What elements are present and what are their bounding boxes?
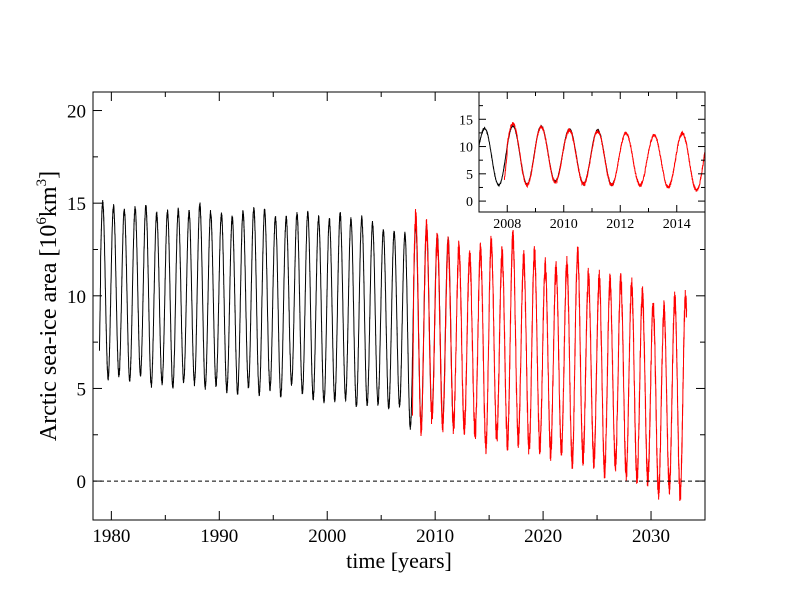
x-tick-label-2010: 2010 — [416, 526, 454, 547]
inset-y-tick-label-0: 0 — [466, 195, 473, 210]
series-line-predicted — [411, 208, 688, 501]
x-tick-label-1990: 1990 — [200, 526, 238, 547]
y-axis-label-unit: km — [36, 186, 62, 217]
main-series-group — [98, 200, 688, 501]
inset-x-tick-label-2010: 2010 — [550, 217, 578, 232]
inset-x-tick-label-2014: 2014 — [663, 217, 691, 232]
main-ticks: 1980 1990 2000 2010 2020 2030 0 5 10 15 20 — [67, 92, 706, 547]
inset-x-tick-label-2008: 2008 — [493, 217, 521, 232]
x-tick-label-2030: 2030 — [632, 526, 670, 547]
inset-x-tick-label-2012: 2012 — [606, 217, 634, 232]
series-line-observed — [98, 200, 456, 430]
inset-plot-frame — [478, 91, 706, 213]
x-tick-label-2000: 2000 — [308, 526, 346, 547]
inset-y-tick-label-5: 5 — [466, 168, 473, 183]
inset-series-group — [478, 122, 706, 192]
inset-plot: 2008 2010 2012 2014 0 5 10 15 — [459, 91, 706, 232]
inset-y-tick-label-10: 10 — [459, 141, 473, 156]
y-tick-label-20: 20 — [67, 102, 86, 123]
x-tick-label-2020: 2020 — [524, 526, 562, 547]
y-tick-label-15: 15 — [67, 194, 86, 215]
y-axis-label-exponent-1: 6 — [34, 217, 50, 225]
x-tick-label-1980: 1980 — [92, 526, 130, 547]
main-plot: 1980 1990 2000 2010 2020 2030 0 5 10 15 20 time [y… — [34, 91, 706, 573]
y-tick-label-0: 0 — [77, 472, 87, 493]
inset-y-tick-label-15: 15 — [459, 113, 473, 128]
inset-ticks: 2008 2010 2012 2014 0 5 10 15 — [459, 92, 706, 232]
x-axis-label: time [years] — [346, 548, 452, 573]
main-plot-frame — [92, 91, 706, 521]
y-tick-label-10: 10 — [67, 287, 86, 308]
y-axis-label-base: Arctic sea-ice area [10 — [36, 225, 62, 442]
y-axis-label-exponent-2: 3 — [34, 179, 50, 187]
y-axis-label-end: ] — [36, 171, 62, 179]
y-axis-label: Arctic sea-ice area [106km3] — [34, 171, 62, 441]
inset-series-line-predicted — [503, 122, 706, 192]
y-tick-label-5: 5 — [77, 379, 87, 400]
